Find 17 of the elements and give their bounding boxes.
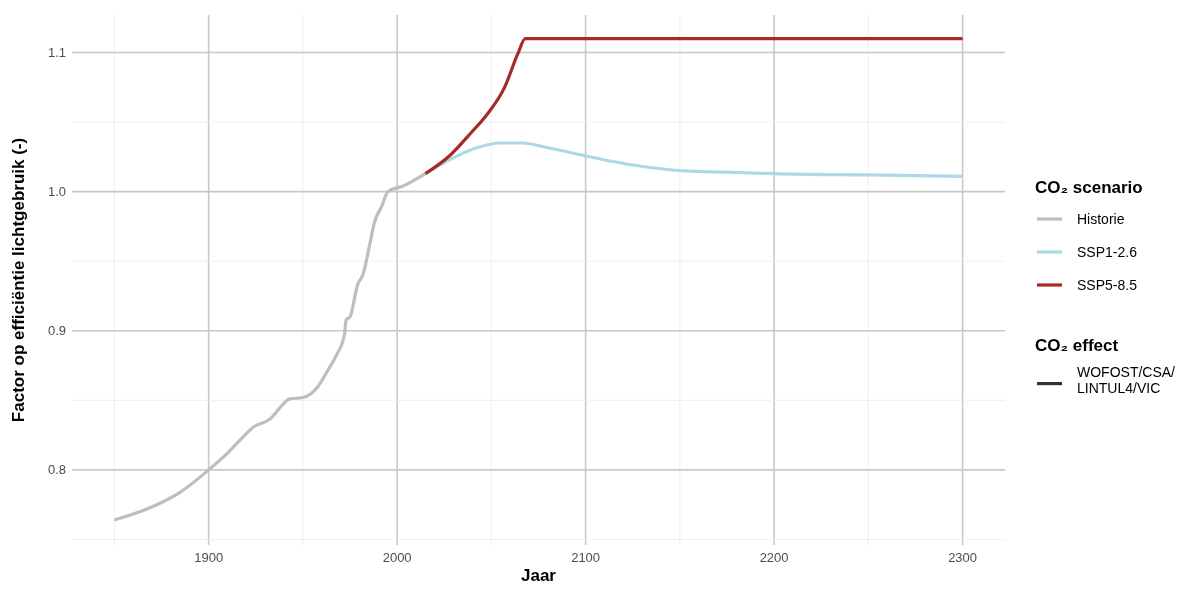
y-axis-title: Factor op efficiëntie lichtgebruik (-)	[9, 137, 28, 423]
x-tick-label: 2000	[382, 550, 412, 565]
y-tick-label: 0.9	[47, 323, 66, 339]
legend-label: SSP1-2.6	[1077, 244, 1138, 260]
x-tick-label: 2300	[948, 550, 978, 565]
text: CO₂ effect	[1035, 336, 1119, 355]
legend-label: SSP5-8.5	[1077, 277, 1138, 293]
legend-label: Historie	[1077, 211, 1125, 227]
y-tick-label: 1.0	[47, 184, 66, 200]
x-tick-label: 1900	[194, 550, 224, 565]
x-tick-label: 2200	[759, 550, 789, 565]
text: WOFOST/CSA/ LINTUL4/VIC	[1077, 364, 1176, 396]
legend-title: CO₂ scenario	[1035, 178, 1143, 197]
x-axis-title: Jaar	[521, 566, 557, 585]
y-tick-label: 0.8	[47, 462, 66, 478]
y-tick-label: 1.1	[47, 45, 66, 61]
x-tick-label: 2100	[571, 550, 601, 565]
